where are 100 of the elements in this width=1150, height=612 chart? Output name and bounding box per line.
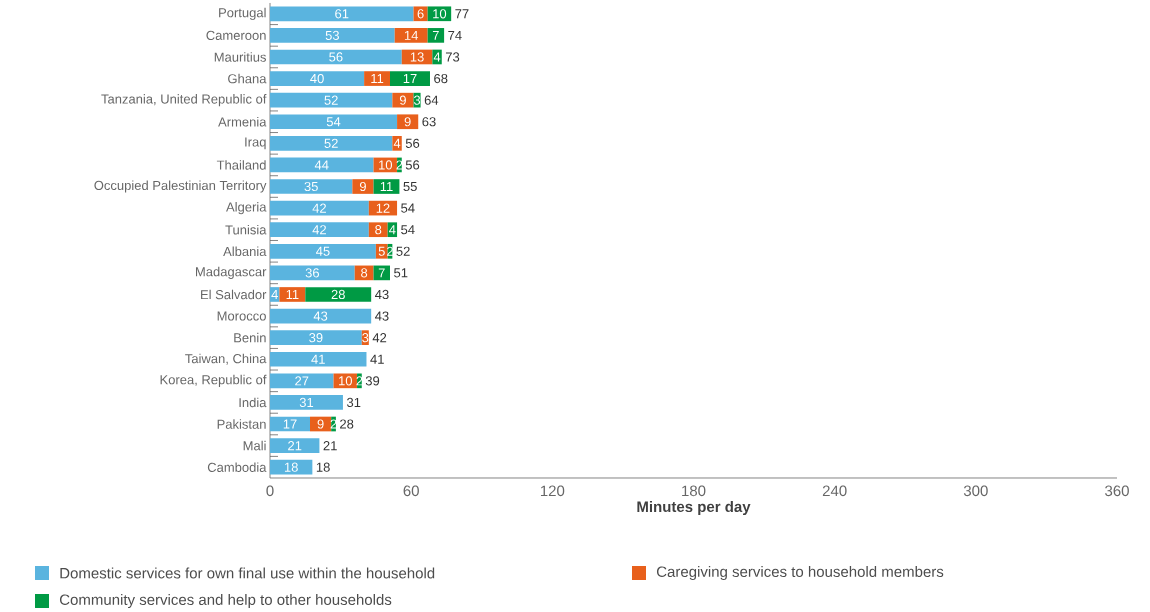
total-label: 51 [394, 268, 408, 278]
total-label: 28 [340, 419, 354, 429]
bar [373, 179, 400, 194]
data-label: 10 [339, 376, 353, 386]
data-label: 31 [299, 397, 314, 408]
data-label: 9 [404, 117, 411, 127]
y-tick-label: Algeria [226, 202, 267, 215]
data-label: 43 [313, 311, 328, 321]
y-tick-label: Albania [223, 246, 267, 257]
bar [270, 114, 398, 130]
data-label: 8 [361, 268, 368, 278]
data-label: 56 [329, 52, 343, 62]
y-tick-label: Cameroon [206, 30, 266, 40]
y-tick-label: Occupied Palestinian Territory [94, 180, 267, 193]
data-label: 21 [288, 441, 302, 451]
bar [270, 179, 353, 194]
bar [397, 114, 419, 130]
x-tick-label: 300 [963, 485, 988, 497]
y-tick-label: Armenia [218, 116, 267, 127]
total-label: 54 [401, 225, 415, 235]
data-label: 3 [413, 95, 421, 105]
data-label: 5 [378, 246, 385, 256]
y-tick-label: Tunisia [225, 224, 267, 235]
x-tick-label: 60 [403, 485, 419, 497]
y-tick-label: India [239, 397, 267, 408]
total-label: 73 [445, 52, 460, 62]
data-label: 13 [410, 52, 424, 62]
x-tick-label: 120 [540, 485, 565, 497]
y-tick-label: Pakistan [217, 419, 266, 429]
total-label: 77 [455, 9, 469, 19]
bar [270, 49, 402, 65]
bar [270, 395, 343, 410]
data-label: 10 [433, 9, 447, 19]
x-tick-label: 180 [682, 485, 706, 497]
total-label: 56 [405, 160, 420, 170]
data-label: 35 [304, 181, 318, 192]
bar [364, 71, 390, 86]
y-tick-label: Iraq [245, 137, 266, 150]
data-label: 11 [380, 182, 393, 191]
y-tick-label: El Salvador [201, 289, 267, 300]
data-label: 54 [326, 117, 341, 127]
total-label: 55 [403, 181, 417, 192]
bar [270, 28, 395, 43]
bar [270, 200, 369, 216]
data-label: 42 [312, 225, 326, 235]
y-tick-label: Korea, Republic of [160, 374, 267, 387]
legend-label: Caregiving services to household members [656, 565, 944, 580]
total-label: 39 [365, 376, 380, 386]
bar [305, 287, 372, 302]
data-label: 61 [335, 9, 349, 19]
data-label: 53 [325, 30, 340, 40]
data-label: 39 [309, 333, 323, 343]
data-label: 52 [324, 138, 338, 148]
total-label: 31 [346, 397, 361, 408]
bar [427, 28, 445, 43]
bar [390, 71, 430, 86]
data-label: 42 [312, 203, 326, 213]
data-label: 17 [283, 419, 297, 429]
total-label: 54 [401, 203, 415, 213]
legend-label: Community services and help to other households [59, 593, 392, 608]
data-label: 17 [403, 74, 417, 84]
total-label: 68 [434, 73, 448, 84]
y-tick-label: Thailand [216, 160, 266, 170]
data-label: 4 [433, 52, 441, 62]
bar [270, 330, 362, 345]
y-tick-label: Morocco [217, 311, 266, 321]
x-tick-label: 0 [266, 485, 274, 497]
bar [270, 438, 320, 453]
bar [270, 459, 313, 475]
bar [270, 373, 334, 389]
data-label: 28 [331, 289, 345, 300]
total-label: 52 [396, 246, 410, 256]
x-tick-label: 360 [1105, 485, 1129, 497]
data-label: 40 [310, 73, 324, 84]
bar [392, 92, 414, 108]
total-label: 43 [375, 289, 389, 300]
bar [270, 157, 374, 173]
data-label: 9 [317, 419, 324, 429]
data-label: 36 [305, 268, 320, 278]
data-label: 12 [376, 203, 390, 213]
bar [270, 71, 365, 86]
y-tick-label: Benin [234, 332, 266, 343]
bar [270, 6, 414, 22]
total-label: 56 [405, 138, 420, 148]
bar [368, 222, 388, 238]
y-tick-label: Ghana [228, 73, 267, 84]
data-label: 4 [271, 290, 278, 299]
bar [279, 287, 306, 302]
data-label: 41 [311, 354, 325, 364]
bar [270, 351, 367, 367]
y-tick-label: Portugal [219, 7, 266, 20]
y-tick-label: Mauritius [214, 52, 266, 62]
legend-label: Domestic services for own final use within the household [60, 567, 435, 579]
x-axis-title: Minutes per day [637, 501, 751, 515]
y-tick-label: Tanzania, United Republic of [101, 94, 267, 107]
total-label: 42 [372, 333, 387, 343]
total-label: 18 [316, 462, 330, 472]
total-label: 43 [375, 311, 389, 321]
data-label: 9 [399, 95, 406, 105]
bar [270, 92, 393, 108]
